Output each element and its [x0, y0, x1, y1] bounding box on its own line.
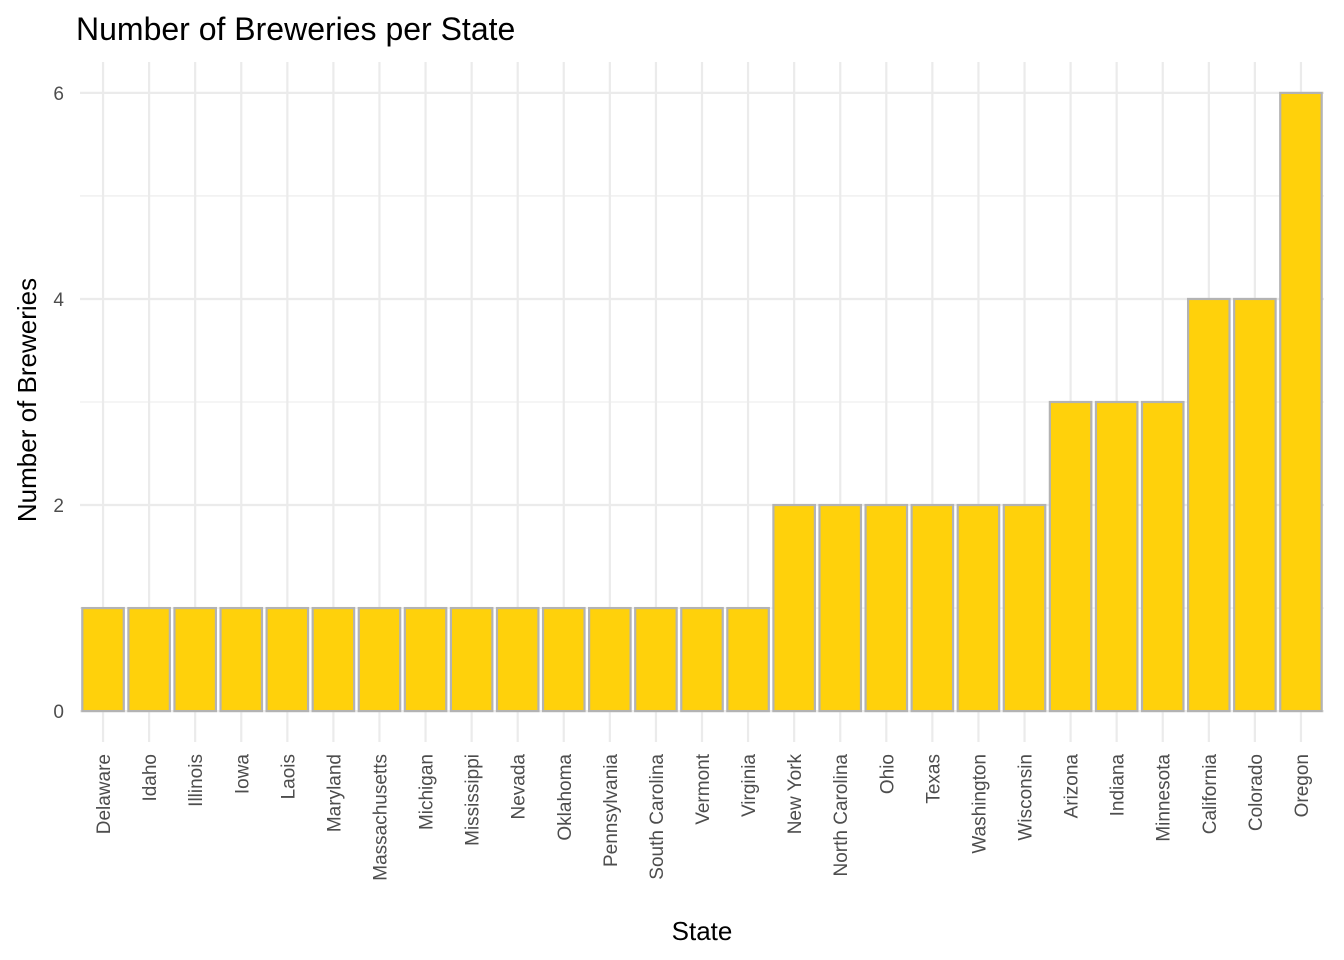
x-tick-label: California [1200, 754, 1221, 835]
bar-ohio [864, 503, 909, 713]
bar-arizona [1048, 400, 1093, 713]
bars [81, 91, 1323, 713]
x-tick-label: Colorado [1246, 754, 1267, 831]
bar-idaho [127, 606, 171, 713]
bar-michigan [403, 606, 448, 713]
bar-massachusetts [357, 606, 402, 713]
bar-maryland [311, 606, 356, 713]
x-tick-label: Michigan [417, 754, 438, 830]
bar-oklahoma [541, 606, 586, 713]
y-axis-ticks: 0 2 4 6 [53, 84, 64, 723]
x-tick-label: Minnesota [1154, 754, 1175, 842]
bar-colorado [1233, 297, 1277, 713]
x-tick-label: New York [785, 754, 806, 835]
bar-pennsylvania [588, 606, 632, 713]
x-tick-label: Illinois [186, 754, 207, 807]
chart-title: Number of Breweries per State [76, 11, 515, 47]
bar-california [1186, 297, 1231, 713]
bar-washington [956, 503, 1001, 713]
x-tick-label: Iowa [232, 754, 253, 795]
bar-illinois [173, 606, 218, 713]
x-tick-label: Maryland [324, 754, 345, 832]
bar-new-york [772, 503, 816, 713]
y-tick-label: 2 [53, 496, 64, 517]
y-tick-label: 0 [53, 702, 64, 723]
x-axis-title: State [672, 916, 733, 946]
x-tick-label: Washington [969, 754, 990, 854]
x-tick-label: Nevada [509, 754, 530, 820]
x-tick-label: Wisconsin [1016, 754, 1037, 841]
y-tick-label: 6 [53, 84, 64, 105]
bar-wisconsin [1002, 503, 1047, 713]
bar-south-carolina [634, 606, 678, 713]
x-tick-label: Virginia [739, 754, 760, 817]
x-tick-label: Idaho [140, 754, 161, 802]
y-tick-label: 4 [53, 290, 64, 311]
y-axis-title: Number of Breweries [12, 278, 42, 522]
x-axis-ticks: Delaware Idaho Illinois Iowa Laois Maryland Ma… [94, 753, 1313, 880]
x-tick-label: Pennsylvania [601, 754, 622, 867]
bar-iowa [219, 606, 264, 713]
x-tick-label: Massachusetts [370, 754, 391, 881]
bar-delaware [81, 606, 125, 713]
x-tick-label: Oregon [1292, 754, 1313, 817]
bar-nevada [495, 606, 540, 713]
x-tick-label: Oklahoma [555, 754, 576, 841]
x-tick-label: Arizona [1062, 754, 1083, 819]
x-tick-label: Laois [278, 754, 299, 799]
x-tick-label: Texas [923, 754, 944, 804]
x-tick-label: Mississippi [463, 754, 484, 846]
bar-oregon [1279, 91, 1323, 713]
bar-indiana [1094, 400, 1139, 713]
bar-minnesota [1140, 400, 1185, 713]
bar-north-carolina [818, 503, 863, 713]
x-tick-label: North Carolina [831, 754, 852, 877]
bar-mississippi [449, 606, 494, 713]
x-tick-label: Vermont [693, 753, 714, 824]
bar-laois [265, 606, 310, 713]
bar-virginia [726, 606, 770, 713]
x-tick-label: South Carolina [647, 754, 668, 880]
x-tick-label: Delaware [94, 754, 115, 834]
bar-texas [910, 503, 955, 713]
x-tick-label: Ohio [877, 754, 898, 794]
x-tick-label: Indiana [1108, 754, 1129, 817]
bar-vermont [680, 606, 724, 713]
